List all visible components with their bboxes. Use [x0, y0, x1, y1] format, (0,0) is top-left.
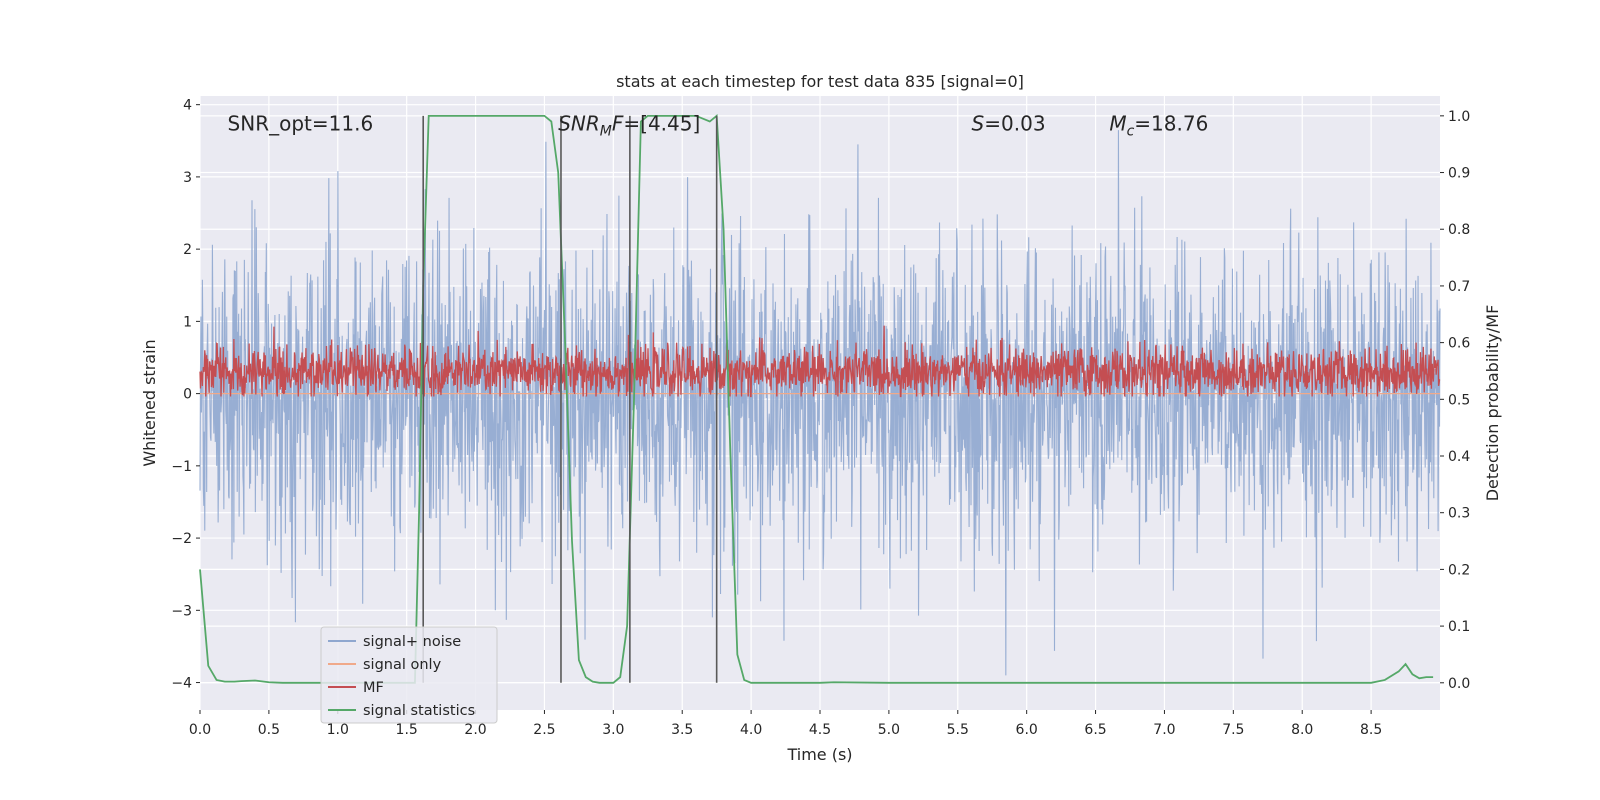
y-axis-right: 0.0 0.1 0.2 0.3 0.4 0.5 0.6 0.7 0.8 0.9 1.0 [1440, 109, 1470, 692]
annotation-mc-value: Mc=18.76 [1109, 111, 1208, 139]
y-right-tick-label: 1.0 [1448, 109, 1470, 125]
x-tick-label: 2.5 [533, 722, 555, 738]
annotation-part: SNR [558, 111, 600, 135]
x-tick-label: 8.5 [1360, 722, 1382, 738]
x-axis-title: Time (s) [786, 745, 852, 764]
y-right-tick-label: 0.3 [1448, 506, 1470, 522]
annotations: SNR_opt=11.6 SNRMF=[4.45] S=0.03 Mc=18.76 [228, 111, 1209, 139]
x-tick-label: 6.0 [1016, 722, 1038, 738]
y-right-tick-label: 0.7 [1448, 279, 1470, 295]
y-right-tick-label: 0.9 [1448, 166, 1470, 182]
y-tick-label: −2 [171, 531, 192, 547]
annotation-part: SNR_opt=11.6 [228, 111, 374, 135]
y-tick-label: 2 [183, 242, 192, 258]
x-tick-label: 2.0 [464, 722, 486, 738]
x-tick-label: 5.0 [878, 722, 900, 738]
y-axis-title: Whitened strain [140, 339, 159, 466]
x-tick-label: 0.5 [258, 722, 280, 738]
annotation-part: F [612, 111, 624, 135]
y-right-tick-label: 0.5 [1448, 392, 1470, 408]
x-tick-label: 1.0 [327, 722, 349, 738]
legend: signal+ noise signal only MF signal statist… [320, 626, 498, 724]
x-tick-label: 3.5 [671, 722, 693, 738]
annotation-part: =[4.45] [623, 111, 700, 135]
annotation-part: =0.03 [984, 111, 1045, 135]
annotation-part: S [972, 111, 985, 135]
y-tick-label: 4 [183, 98, 192, 114]
y-tick-label: −3 [171, 603, 192, 619]
y-right-tick-label: 0.6 [1448, 336, 1470, 352]
y-right-tick-label: 0.4 [1448, 449, 1470, 465]
annotation-part: c [1127, 123, 1135, 139]
y-right-tick-label: 0.2 [1448, 562, 1470, 578]
legend-box [320, 626, 498, 724]
y-tick-label: −4 [171, 676, 192, 692]
y-right-tick-label: 0.0 [1448, 676, 1470, 692]
x-tick-label: 5.5 [947, 722, 969, 738]
x-axis: 0.0 0.5 1.0 1.5 2.0 2.5 3.0 3.5 4.0 4.5 5.0 5.5 6.0 6… [189, 710, 1382, 738]
series-layer [199, 114, 1441, 684]
x-tick-label: 4.0 [740, 722, 762, 738]
x-tick-label: 4.5 [809, 722, 831, 738]
legend-label: MF [363, 680, 384, 696]
y-axis-left: −4 −3 −2 −1 0 1 2 3 4 [171, 98, 200, 692]
annotation-snr-opt: SNR_opt=11.6 [228, 111, 374, 135]
vertical-markers [422, 115, 718, 683]
x-tick-label: 1.5 [396, 722, 418, 738]
y-axis-right-title: Detection probability/MF [1483, 305, 1502, 502]
annotation-snr-mf: SNRMF=[4.45] [558, 111, 700, 139]
y-right-tick-label: 0.1 [1448, 619, 1470, 635]
annotation-part: M [600, 123, 612, 139]
legend-label: signal+ noise [363, 634, 461, 650]
x-tick-label: 7.5 [1222, 722, 1244, 738]
annotation-part: M [1109, 111, 1126, 135]
legend-label: signal statistics [363, 703, 475, 719]
y-tick-label: 1 [183, 314, 192, 330]
y-tick-label: 3 [183, 170, 192, 186]
y-tick-label: −1 [171, 459, 192, 475]
annotation-part: =18.76 [1134, 111, 1208, 135]
legend-label: signal only [363, 657, 442, 673]
x-tick-label: 0.0 [189, 722, 211, 738]
series-mf-line [199, 325, 1441, 398]
x-tick-label: 3.0 [602, 722, 624, 738]
annotation-s-value: S=0.03 [972, 111, 1046, 135]
y-right-tick-label: 0.8 [1448, 222, 1470, 238]
x-tick-label: 6.5 [1084, 722, 1106, 738]
y-tick-label: 0 [183, 387, 192, 403]
chart-title: stats at each timestep for test data 835… [616, 72, 1024, 91]
x-tick-label: 7.0 [1153, 722, 1175, 738]
x-tick-label: 8.0 [1291, 722, 1313, 738]
